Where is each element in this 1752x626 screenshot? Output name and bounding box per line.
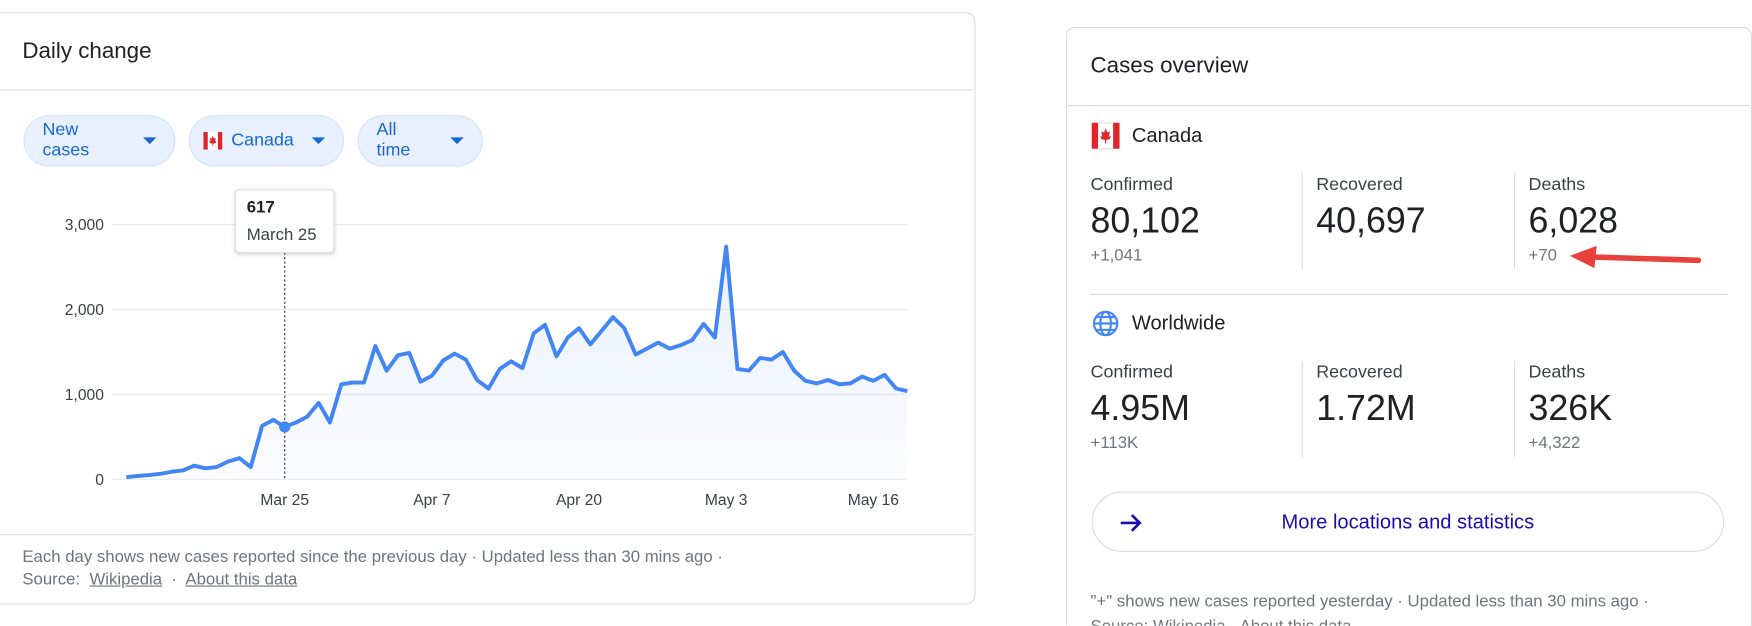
footer-source: Source: Wikipedia · About this data: [1091, 616, 1352, 626]
footer-source: Source: Wikipedia · About this data: [22, 569, 298, 589]
stat-change: +70: [1528, 245, 1557, 265]
stat-label: Confirmed: [1090, 363, 1174, 383]
stat-change: +113K: [1090, 433, 1139, 453]
arrow-icon: [1120, 514, 1142, 532]
stat-label: Deaths: [1528, 175, 1586, 195]
caret: [311, 137, 326, 145]
source-label: Source:: [22, 569, 81, 589]
stat-label: Recovered: [1316, 363, 1403, 383]
about-link[interactable]: About this data: [185, 569, 298, 589]
column-separator: [1301, 360, 1303, 457]
daily-change-card: [0, 12, 976, 605]
stat-value: 80,102: [1090, 200, 1200, 241]
x-tick-label: May 16: [848, 492, 899, 509]
stat-change: +1,041: [1090, 245, 1143, 265]
y-tick-label: 0: [95, 472, 104, 489]
chip-label: All time: [376, 120, 411, 160]
stat-value: 40,697: [1316, 200, 1426, 241]
tooltip: [235, 189, 335, 254]
y-tick-label: 1,000: [65, 387, 104, 404]
button-label: More locations and statistics: [1281, 510, 1535, 533]
stat-value: 6,028: [1528, 200, 1619, 241]
stat-label: Recovered: [1316, 175, 1403, 195]
divider: [0, 89, 974, 91]
stat-change: +4,322: [1528, 433, 1581, 453]
column-separator: [1301, 173, 1303, 270]
y-tick-label: 2,000: [65, 302, 104, 319]
stat-label: Confirmed: [1090, 175, 1174, 195]
chart: 0 1,000 2,000 3,000 Mar 25 Apr 7 Apr 20 May 3 Ma…: [65, 189, 908, 509]
range-chip[interactable]: All time: [357, 115, 483, 167]
highlight-point: [279, 421, 291, 433]
red-arrow: [1569, 245, 1702, 269]
globe: [1092, 310, 1119, 337]
x-tick-label: Apr 20: [556, 492, 602, 509]
footer-note: "+" shows new cases reported yesterday ·…: [1090, 592, 1649, 612]
region-name: Canada: [1131, 124, 1203, 147]
cases-overview-card: [1065, 26, 1752, 626]
canada-flag: [203, 132, 223, 150]
stat-value: 326K: [1528, 387, 1613, 428]
chip-label: Canada: [231, 130, 294, 150]
footer-note: Each day shows new cases reported since …: [22, 547, 723, 567]
column-separator: [1514, 173, 1516, 270]
y-tick-label: 3,000: [65, 217, 104, 234]
stat-label: Deaths: [1528, 363, 1586, 383]
caret: [143, 137, 157, 145]
chip-label: New cases: [42, 120, 90, 160]
line: [126, 244, 908, 480]
tooltip-value: 617: [247, 197, 275, 216]
globe-icon: [1092, 310, 1120, 338]
x-tick-label: May 3: [705, 492, 748, 509]
stat-value: 1.72M: [1316, 387, 1416, 428]
location-chip[interactable]: Canada: [188, 115, 345, 167]
x-tick-label: Mar 25: [260, 492, 309, 509]
caret: [450, 137, 464, 145]
divider: [0, 534, 974, 536]
area: [126, 246, 908, 480]
stat-value: 4.95M: [1090, 387, 1190, 428]
tooltip-date: March 25: [247, 225, 317, 244]
x-tick-label: Apr 7: [413, 492, 450, 509]
card-title: Cases overview: [1090, 53, 1249, 79]
flag: [1091, 122, 1121, 150]
source-link[interactable]: Wikipedia: [89, 569, 163, 589]
card-title: Daily change: [22, 39, 152, 64]
divider: [1090, 293, 1728, 295]
more-button[interactable]: More locations and statistics: [1091, 491, 1725, 552]
divider: [1067, 105, 1750, 107]
column-separator: [1514, 360, 1516, 457]
metric-chip[interactable]: New cases: [23, 115, 176, 167]
region-name: Worldwide: [1131, 311, 1226, 335]
canada-flag: [1091, 122, 1121, 150]
